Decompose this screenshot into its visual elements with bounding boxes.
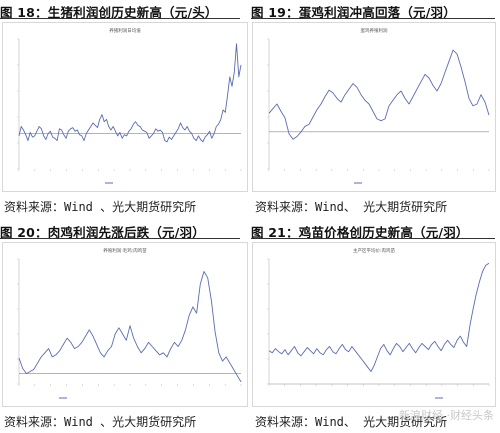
figure-21-chart: 主产区平均价:肉鸡苗	[252, 242, 496, 407]
figure-19-source: 资料来源：Wind、 光大期货研究所	[255, 200, 448, 214]
series-line-0	[18, 43, 242, 143]
figure-20-rule	[0, 238, 240, 239]
chart-title: 蛋鸡养殖利润	[361, 27, 388, 34]
figure-18-caption: 图 18：生猪利润创历史新高（元/头）	[0, 5, 218, 20]
chart-svg: 主产区平均价:肉鸡苗	[267, 247, 490, 399]
figure-19-chart: 蛋鸡养殖利润	[252, 22, 496, 192]
figure-19-rule	[251, 18, 495, 19]
chart-title: 养猪利润日均值	[109, 27, 141, 34]
figure-21-source: 资料来源：Wind、 光大期货研究所	[255, 415, 448, 429]
watermark: 新浪财经 ·财经头条	[399, 409, 494, 422]
series-line-0	[18, 271, 242, 383]
figure-18-rule	[0, 18, 240, 19]
chart-svg: 蛋鸡养殖利润	[267, 27, 490, 184]
chart-svg: 养猪利润日均值	[17, 27, 242, 184]
figure-20-caption: 图 20：肉鸡利润先涨后跌（元/羽）	[0, 225, 205, 240]
figure-18-chart: 养猪利润日均值	[2, 22, 248, 192]
chart-svg: 养殖利润:毛鸡:肉鸡苗	[17, 247, 242, 399]
figure-18-source: 资料来源：Wind 、光大期货研究所	[4, 200, 197, 214]
figure-21-rule	[251, 238, 495, 239]
figure-21-caption: 图 21：鸡苗价格创历史新高（元/羽）	[251, 225, 469, 240]
figure-20-chart: 养殖利润:毛鸡:肉鸡苗	[2, 242, 248, 407]
series-line-0	[268, 262, 490, 372]
chart-title: 主产区平均价:肉鸡苗	[353, 247, 396, 254]
chart-title: 养殖利润:毛鸡:肉鸡苗	[103, 247, 147, 254]
series-line-0	[268, 49, 490, 140]
figure-19-caption: 图 19：蛋鸡利润冲高回落（元/羽）	[251, 5, 456, 20]
figure-20-source: 资料来源：Wind 、光大期货研究所	[4, 415, 197, 429]
